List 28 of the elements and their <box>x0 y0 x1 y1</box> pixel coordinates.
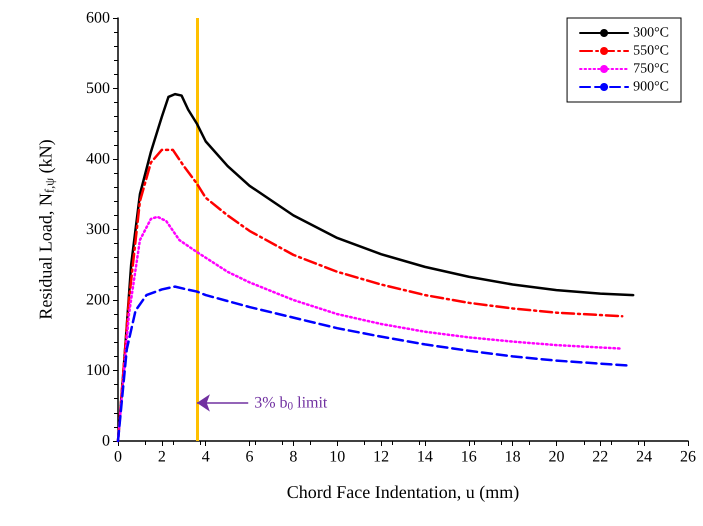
x-tick-label: 18 <box>504 448 521 466</box>
x-tick-label: 20 <box>548 448 564 466</box>
x-tick-label: 0 <box>114 448 122 466</box>
x-axis-title: Chord Face Indentation, u (mm) <box>286 482 520 502</box>
x-tick-label: 8 <box>289 448 298 466</box>
legend-label: 900°C <box>633 80 669 94</box>
line-series <box>116 285 630 442</box>
y-tick-label: 600 <box>86 10 110 26</box>
x-tick-label: 12 <box>373 448 390 466</box>
y-axis-title: Residual Load, Nf,ψ (kN) <box>35 139 56 320</box>
x-tick-label: 24 <box>636 448 652 466</box>
y-tick-label: 0 <box>102 432 110 450</box>
x-tick-label: 2 <box>158 448 166 466</box>
legend-label: 550°C <box>633 44 669 58</box>
y-tick-label: 300 <box>86 221 110 238</box>
x-tick-label: 4 <box>202 448 210 466</box>
y-tick-label: 200 <box>86 292 110 308</box>
x-tick-label: 14 <box>416 448 433 466</box>
x-tick-label: 22 <box>592 448 608 466</box>
y-tick-label: 100 <box>86 362 110 379</box>
x-tick-label: 16 <box>460 448 477 466</box>
x-tick-label: 10 <box>329 448 346 466</box>
y-tick-label: 400 <box>86 150 110 168</box>
legend-label: 300°C <box>633 26 669 40</box>
y-tick-label: 500 <box>86 80 110 97</box>
x-tick-label: 6 <box>246 448 254 466</box>
x-tick-label: 26 <box>680 448 696 466</box>
legend-label: 750°C <box>633 62 669 76</box>
